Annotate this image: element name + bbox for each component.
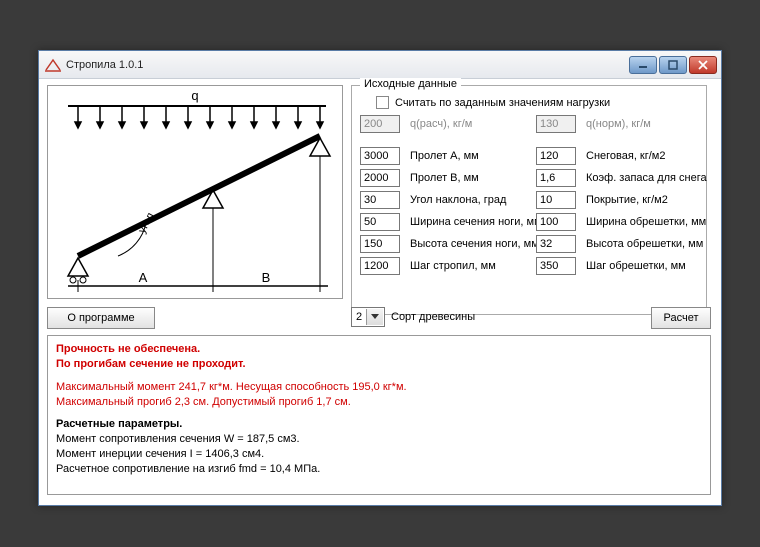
app-window: Стропила 1.0.1 q: [38, 50, 722, 506]
span-a-label: Пролет A, мм: [410, 150, 530, 162]
param-i: Момент инерции сечения I = 1406,3 см4.: [56, 447, 702, 462]
snow-coef-label: Коэф. запаса для снега: [586, 172, 707, 184]
batten-step-label: Шаг обрешетки, мм: [586, 260, 707, 272]
app-icon: [45, 57, 61, 73]
batten-width-label: Ширина обрешетки, мм: [586, 216, 707, 228]
chevron-down-icon: [371, 314, 379, 319]
warn-deflection: По прогибам сечение не проходит.: [56, 357, 702, 372]
about-button[interactable]: О программе: [47, 307, 155, 329]
rafter-step-input[interactable]: 1200: [360, 257, 400, 275]
q-norm-input: 130: [536, 115, 576, 133]
snow-coef-input[interactable]: 1,6: [536, 169, 576, 187]
wood-grade-row: 2 Сорт древесины: [351, 307, 475, 327]
batten-height-input[interactable]: 32: [536, 235, 576, 253]
span-a-input[interactable]: 3000: [360, 147, 400, 165]
warn-strength: Прочность не обеспечена.: [56, 342, 702, 357]
params-title: Расчетные параметры.: [56, 417, 702, 432]
window-title: Стропила 1.0.1: [66, 59, 629, 71]
leg-width-input[interactable]: 50: [360, 213, 400, 231]
rafter-step-label: Шаг стропил, мм: [410, 260, 530, 272]
q-norm-label: q(норм), кг/м: [586, 118, 707, 130]
q-label: q: [191, 88, 198, 103]
leg-height-input[interactable]: 150: [360, 235, 400, 253]
param-w: Момент сопротивления сечения W = 187,5 с…: [56, 432, 702, 447]
max-deflection: Максимальный прогиб 2,3 см. Допустимый п…: [56, 395, 702, 410]
use-given-loads-row[interactable]: Считать по заданным значениям нагрузки: [376, 96, 698, 109]
results-panel: Прочность не обеспечена. По прогибам сеч…: [47, 335, 711, 495]
snow-label: Снеговая, кг/м2: [586, 150, 707, 162]
close-button[interactable]: [689, 56, 717, 74]
snow-input[interactable]: 120: [536, 147, 576, 165]
span-b-input[interactable]: 2000: [360, 169, 400, 187]
q-rasch-input: 200: [360, 115, 400, 133]
group-title: Исходные данные: [360, 78, 461, 90]
minimize-button[interactable]: [629, 56, 657, 74]
param-fmd: Расчетное сопротивление на изгиб fmd = 1…: [56, 462, 702, 477]
span-b-label: Пролет B, мм: [410, 172, 530, 184]
wood-grade-select[interactable]: 2: [351, 307, 385, 327]
angle-input-label: Угол наклона, град: [410, 194, 530, 206]
leg-height-label: Высота сечения ноги, мм: [410, 238, 530, 250]
client-area: q: [39, 79, 721, 505]
dim-a-label: A: [139, 270, 148, 285]
cover-input[interactable]: 10: [536, 191, 576, 209]
maximize-button[interactable]: [659, 56, 687, 74]
leg-width-label: Ширина сечения ноги, мм: [410, 216, 530, 228]
checkbox-icon[interactable]: [376, 96, 389, 109]
wood-grade-value: 2: [356, 311, 362, 323]
dim-b-label: B: [262, 270, 271, 285]
rafter-diagram: q: [47, 85, 343, 299]
batten-width-input[interactable]: 100: [536, 213, 576, 231]
batten-height-label: Высота обрешетки, мм: [586, 238, 707, 250]
max-moment: Максимальный момент 241,7 кг*м. Несущая …: [56, 380, 702, 395]
angle-label: угол: [136, 211, 157, 236]
inputs-group: Исходные данные Считать по заданным знач…: [351, 85, 707, 315]
load-arrows: [75, 106, 323, 128]
calculate-button[interactable]: Расчет: [651, 307, 711, 329]
batten-step-input[interactable]: 350: [536, 257, 576, 275]
window-controls: [629, 56, 717, 74]
wood-grade-label: Сорт древесины: [391, 311, 475, 323]
angle-input[interactable]: 30: [360, 191, 400, 209]
q-rasch-label: q(расч), кг/м: [410, 118, 530, 130]
checkbox-label: Считать по заданным значениям нагрузки: [395, 97, 610, 109]
titlebar: Стропила 1.0.1: [39, 51, 721, 79]
cover-label: Покрытие, кг/м2: [586, 194, 707, 206]
